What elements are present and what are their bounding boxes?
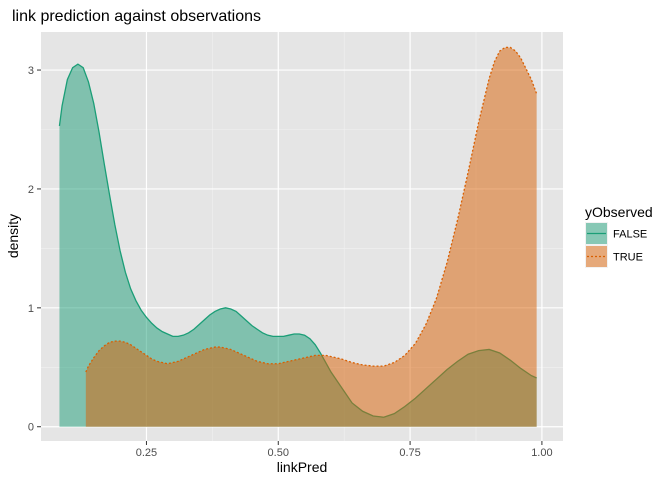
y-tick-label: 1 [28, 303, 34, 315]
y-tick-label: 0 [28, 422, 34, 434]
density-areas [58, 46, 538, 427]
grid-lines [41, 32, 563, 441]
x-axis-label: linkPred [277, 459, 328, 475]
x-tick-label: 0.25 [136, 447, 157, 459]
legend: yObserved FALSE TRUE [585, 204, 653, 268]
x-tick-label: 1.00 [531, 447, 552, 459]
chart-title: link prediction against observations [12, 8, 261, 25]
legend-label-false: FALSE [613, 229, 647, 241]
y-tick-label: 3 [28, 65, 34, 77]
x-tick-label: 0.75 [399, 447, 420, 459]
y-axis-label: density [5, 214, 21, 258]
legend-title: yObserved [585, 204, 653, 220]
legend-keys: FALSE TRUE [585, 222, 647, 268]
axes: 0.25 0.50 0.75 1.00 0 1 2 3 [28, 65, 553, 459]
x-tick-label: 0.50 [268, 447, 289, 459]
legend-label-true: TRUE [613, 252, 643, 264]
y-tick-label: 2 [28, 184, 34, 196]
density-area-true [85, 47, 537, 427]
